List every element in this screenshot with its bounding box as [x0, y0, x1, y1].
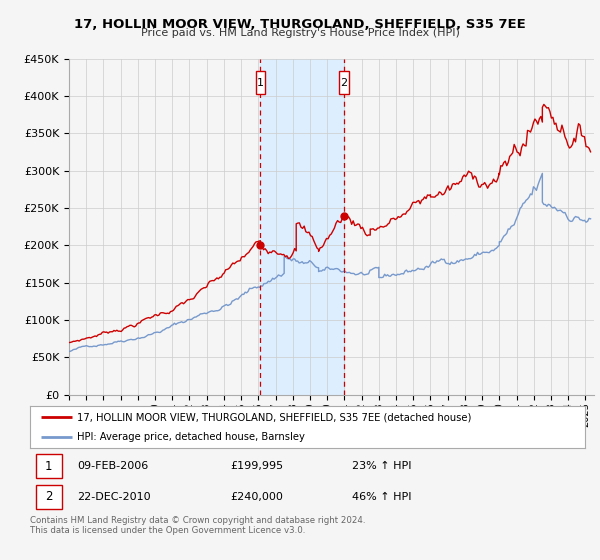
Text: 17, HOLLIN MOOR VIEW, THURGOLAND, SHEFFIELD, S35 7EE: 17, HOLLIN MOOR VIEW, THURGOLAND, SHEFFI… [74, 18, 526, 31]
Text: 1: 1 [45, 460, 53, 473]
Bar [260, 59, 344, 395]
Text: 17, HOLLIN MOOR VIEW, THURGOLAND, SHEFFIELD, S35 7EE (detached house): 17, HOLLIN MOOR VIEW, THURGOLAND, SHEFFI… [77, 412, 472, 422]
Bar [35, 455, 62, 478]
Text: Price paid vs. HM Land Registry's House Price Index (HPI): Price paid vs. HM Land Registry's House … [140, 28, 460, 38]
Text: 23% ↑ HPI: 23% ↑ HPI [352, 461, 412, 471]
Text: £199,995: £199,995 [230, 461, 283, 471]
Text: 22-DEC-2010: 22-DEC-2010 [77, 492, 151, 502]
Text: 2: 2 [340, 78, 347, 88]
Text: £240,000: £240,000 [230, 492, 283, 502]
Text: 46% ↑ HPI: 46% ↑ HPI [352, 492, 412, 502]
Text: HPI: Average price, detached house, Barnsley: HPI: Average price, detached house, Barn… [77, 432, 305, 442]
Text: Contains HM Land Registry data © Crown copyright and database right 2024.: Contains HM Land Registry data © Crown c… [30, 516, 365, 525]
Bar [256, 72, 265, 94]
Bar [339, 72, 349, 94]
Text: This data is licensed under the Open Government Licence v3.0.: This data is licensed under the Open Gov… [30, 526, 305, 535]
Text: 09-FEB-2006: 09-FEB-2006 [77, 461, 148, 471]
Text: 2: 2 [45, 491, 53, 503]
Bar [35, 486, 62, 508]
Text: 1: 1 [257, 78, 264, 88]
